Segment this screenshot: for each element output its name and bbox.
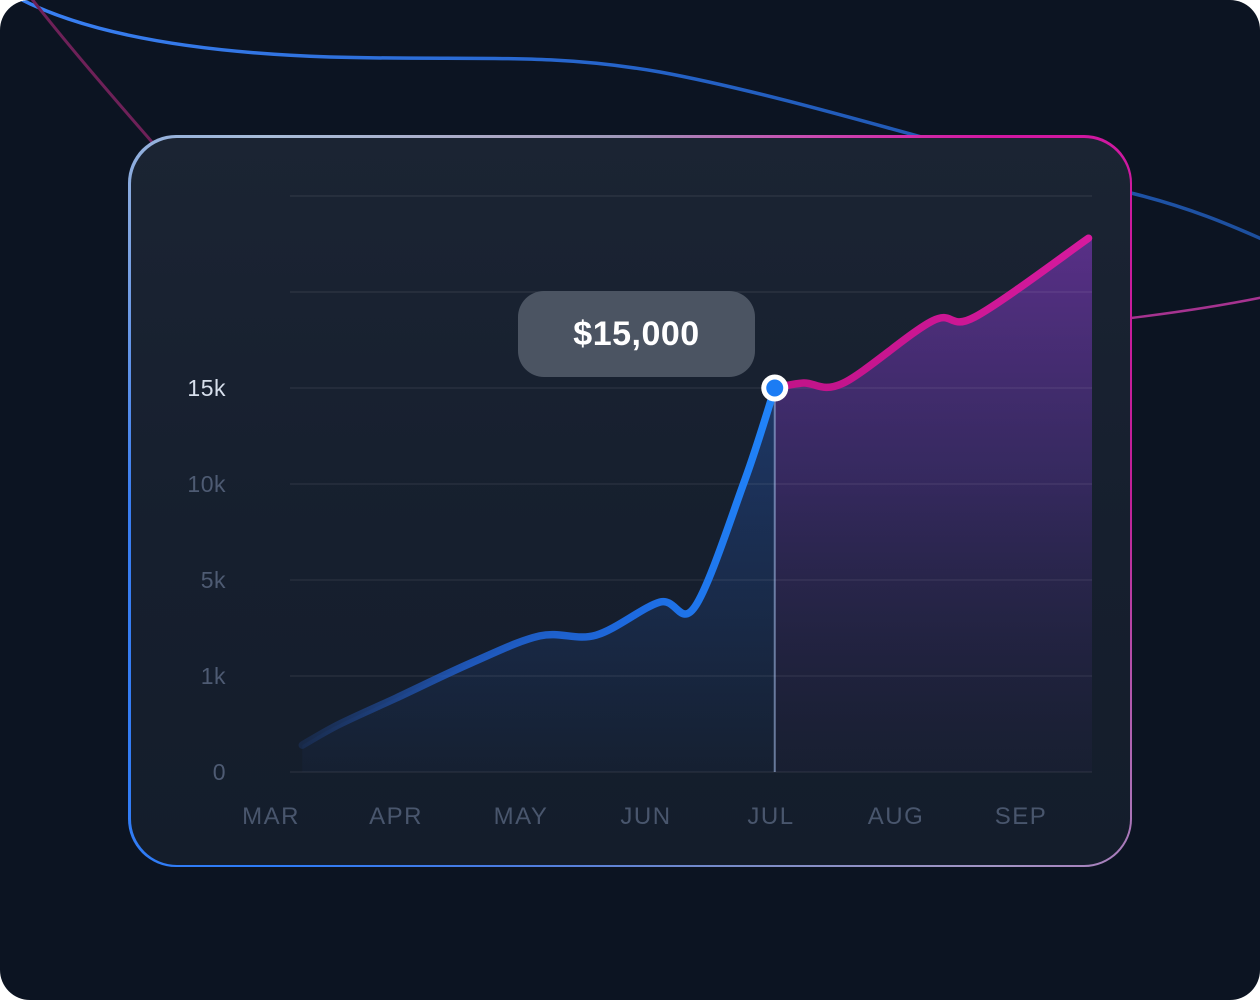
y-axis: 15k 10k 5k 1k 0 <box>126 0 226 800</box>
x-tick-mar: MAR <box>242 803 300 830</box>
x-tick-sep: SEP <box>994 803 1048 830</box>
chart-card-surface <box>130 137 1130 865</box>
highlight-point[interactable] <box>766 379 784 397</box>
x-tick-jun: JUN <box>620 803 672 830</box>
y-tick-10k: 10k <box>187 471 226 497</box>
y-tick-15k: 15k <box>187 375 226 401</box>
tooltip-value: $15,000 <box>573 314 700 353</box>
y-tick-1k: 1k <box>200 663 226 689</box>
x-tick-jul: JUL <box>747 803 795 830</box>
x-tick-apr: APR <box>369 803 423 830</box>
y-tick-5k: 5k <box>200 567 226 593</box>
x-tick-may: MAY <box>493 803 549 830</box>
x-axis: MAR APR MAY JUN JUL AUG SEP <box>128 803 1132 833</box>
y-tick-0: 0 <box>212 759 226 785</box>
chart-card <box>128 135 1132 867</box>
tooltip: $15,000 <box>518 291 755 377</box>
x-tick-aug: AUG <box>867 803 925 830</box>
background-pink-right-line <box>1130 296 1260 320</box>
